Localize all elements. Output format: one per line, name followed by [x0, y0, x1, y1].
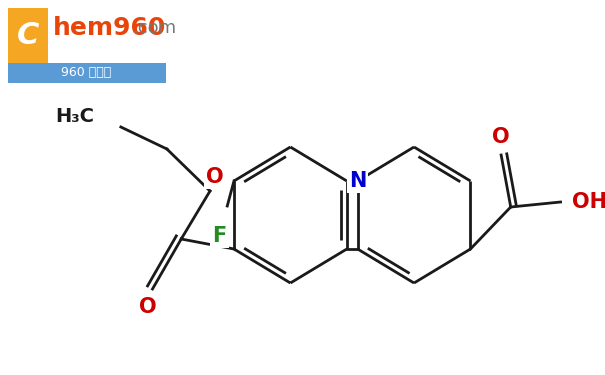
Text: hem960: hem960	[53, 16, 166, 40]
Text: F: F	[212, 226, 227, 246]
Text: 960 化工网: 960 化工网	[61, 66, 111, 80]
Text: O: O	[139, 297, 157, 317]
Text: O: O	[206, 167, 224, 187]
Text: H₃C: H₃C	[55, 108, 94, 126]
Bar	[8, 63, 166, 83]
Text: C: C	[16, 21, 39, 50]
Text: .com: .com	[132, 19, 177, 37]
Text: OH: OH	[572, 192, 605, 212]
Bar	[8, 8, 48, 63]
Text: N: N	[349, 171, 366, 191]
Text: O: O	[492, 127, 510, 147]
